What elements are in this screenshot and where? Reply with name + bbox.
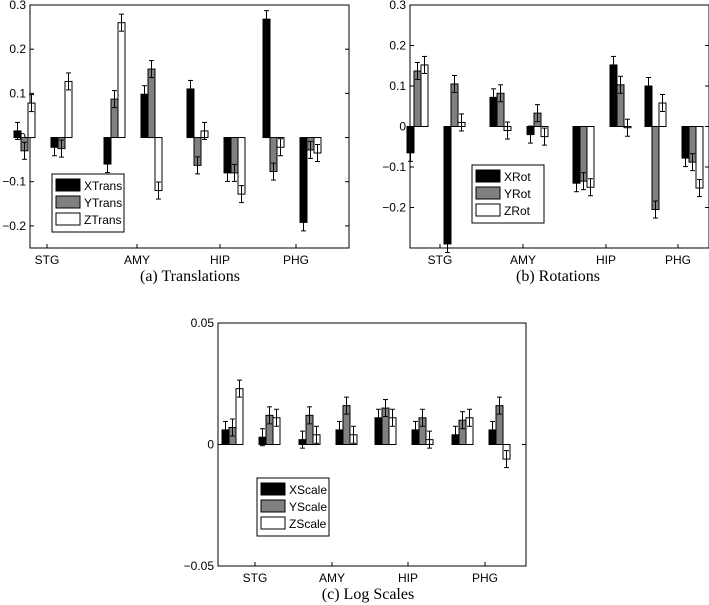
y-tick-label: 0 <box>399 120 406 134</box>
x-tick-label: STG <box>243 571 268 585</box>
bar <box>443 126 452 245</box>
x-tick-label: STG <box>35 253 60 267</box>
y-tick-label: −0.2 <box>382 201 406 215</box>
chart-panel-3: 0.05 0 −0.05 STG AMY HIP PHG XScale YScale ZScale… <box>184 316 527 603</box>
legend-swatch <box>260 499 286 513</box>
legend-swatch <box>475 203 501 217</box>
chart-caption: (a) Translations <box>140 268 240 285</box>
y-tick-label: −0.1 <box>2 175 26 189</box>
x-tick-label: AMY <box>124 253 150 267</box>
bar <box>420 64 429 128</box>
bar <box>609 64 618 128</box>
legend-swatch <box>475 169 501 183</box>
x-tick-label: AMY <box>319 571 345 585</box>
x-tick-label: HIP <box>398 571 418 585</box>
legend-label: XScale <box>289 483 327 497</box>
y-tick-label: 0.2 <box>9 42 26 56</box>
legend-swatch <box>55 195 81 209</box>
legend-swatch <box>55 178 81 192</box>
bar <box>651 126 660 211</box>
chart-caption: (c) Log Scales <box>322 586 414 603</box>
chart-panel-1: 0.30.20.10−0.1−0.2STGAMYHIPPHGXTransYTra… <box>2 0 350 285</box>
y-tick-label: 0.05 <box>191 316 215 330</box>
bar <box>117 22 126 139</box>
legend-label: XTrans <box>84 179 122 193</box>
bar <box>147 68 156 139</box>
x-tick-label: STG <box>428 253 453 267</box>
legend-label: ZRot <box>504 204 531 218</box>
legend-label: YScale <box>289 500 327 514</box>
x-tick-label: PHG <box>665 253 691 267</box>
legend-label: XRot <box>504 170 531 184</box>
legend: XRot YRot ZRot <box>471 164 545 224</box>
x-tick-label: HIP <box>210 253 230 267</box>
legend-label: YTrans <box>84 196 122 210</box>
y-tick-label: 0.3 <box>9 0 26 12</box>
legend: XTrans YTrans ZTrans <box>51 173 125 233</box>
chart-caption: (b) Rotations <box>516 268 600 285</box>
y-tick-label: −0.2 <box>2 219 26 233</box>
legend-label: ZScale <box>289 517 327 531</box>
legend-label: YRot <box>504 187 531 201</box>
legend-swatch <box>260 516 286 530</box>
y-tick-label: 0 <box>207 438 214 452</box>
legend: XScale YScale ZScale <box>256 477 330 537</box>
y-tick-label: 0.1 <box>389 79 406 93</box>
y-tick-label: −0.1 <box>382 160 406 174</box>
y-tick-label: 0.1 <box>9 86 26 100</box>
bar <box>695 126 704 189</box>
x-tick-label: PHG <box>283 253 309 267</box>
x-tick-label: PHG <box>472 571 498 585</box>
legend-swatch <box>475 186 501 200</box>
legend-label: ZTrans <box>84 213 122 227</box>
bar <box>262 18 271 139</box>
legend-swatch <box>260 482 286 496</box>
bar <box>299 137 308 223</box>
x-tick-label: AMY <box>510 253 536 267</box>
legend-swatch <box>55 212 81 226</box>
bar <box>586 126 595 188</box>
y-tick-label: 0.3 <box>389 0 406 12</box>
y-tick-label: 0.2 <box>389 39 406 53</box>
y-tick-label: −0.05 <box>184 559 215 573</box>
x-tick-label: HIP <box>596 253 616 267</box>
chart-panel-2: 0.3 0.2 0.1 0 −0.1 −0.2 STG AMY HIP PHG XRot YRot ZR… <box>382 0 709 285</box>
